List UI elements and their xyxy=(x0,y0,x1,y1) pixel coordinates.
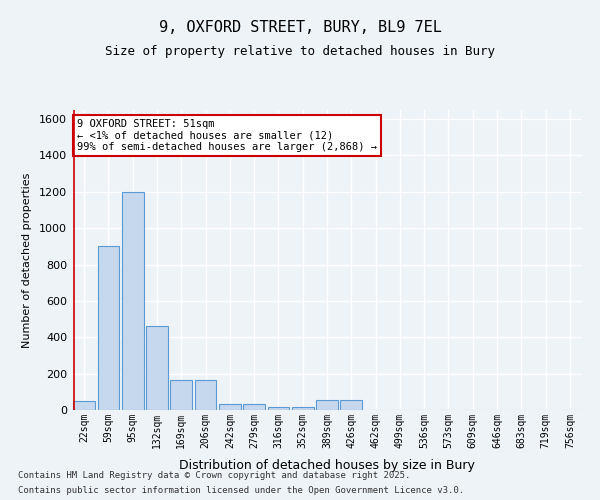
Text: Contains HM Land Registry data © Crown copyright and database right 2025.: Contains HM Land Registry data © Crown c… xyxy=(18,471,410,480)
Bar xyxy=(219,404,241,410)
Bar xyxy=(73,401,95,410)
Bar xyxy=(170,380,192,410)
Text: 9, OXFORD STREET, BURY, BL9 7EL: 9, OXFORD STREET, BURY, BL9 7EL xyxy=(158,20,442,35)
Text: 9 OXFORD STREET: 51sqm
← <1% of detached houses are smaller (12)
99% of semi-det: 9 OXFORD STREET: 51sqm ← <1% of detached… xyxy=(77,119,377,152)
Text: Contains public sector information licensed under the Open Government Licence v3: Contains public sector information licen… xyxy=(18,486,464,495)
Bar xyxy=(194,380,217,410)
Text: Size of property relative to detached houses in Bury: Size of property relative to detached ho… xyxy=(105,45,495,58)
X-axis label: Distribution of detached houses by size in Bury: Distribution of detached houses by size … xyxy=(179,459,475,472)
Bar xyxy=(146,326,168,410)
Bar xyxy=(243,404,265,410)
Y-axis label: Number of detached properties: Number of detached properties xyxy=(22,172,32,348)
Bar xyxy=(97,246,119,410)
Bar xyxy=(292,408,314,410)
Bar xyxy=(268,408,289,410)
Bar xyxy=(122,192,143,410)
Bar xyxy=(340,400,362,410)
Bar xyxy=(316,400,338,410)
